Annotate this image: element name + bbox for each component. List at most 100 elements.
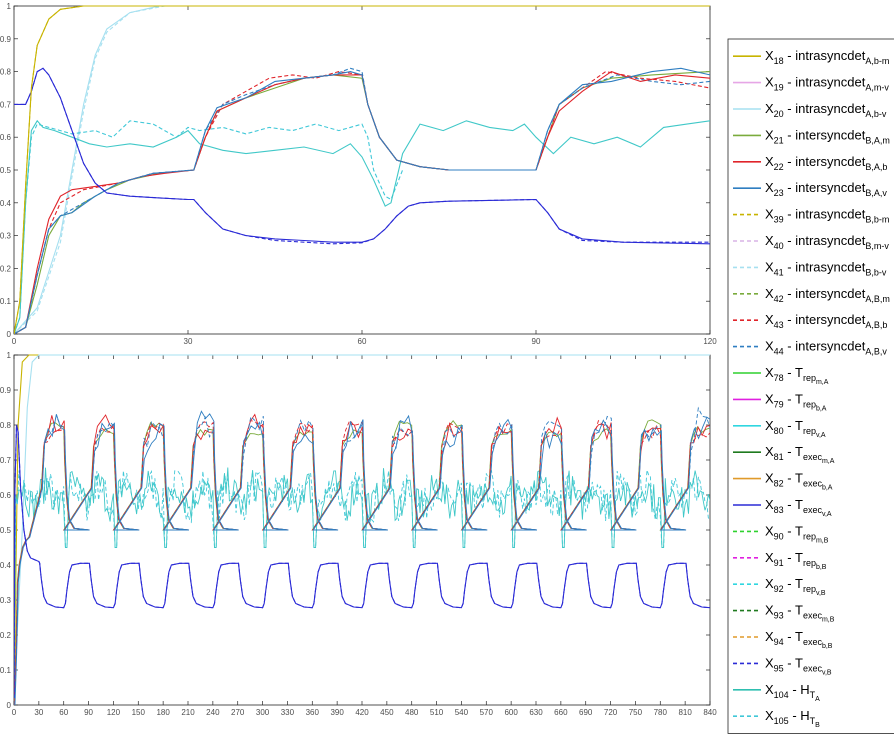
bottom-xtick-label: 420: [355, 708, 369, 717]
bottom-xtick-label: 690: [579, 708, 593, 717]
top-ytick-label: 0.6: [0, 133, 12, 142]
legend-entry-label: X80 - Trepv,A: [765, 418, 826, 439]
series-X23-line: [14, 67, 710, 334]
bottom-xtick-label: 600: [504, 708, 518, 717]
bottom-xtick-label: 60: [59, 708, 68, 717]
legend-entry-label: X41 - intrasyncdetB,b-v: [765, 259, 887, 277]
series-X83-bottom-line: [14, 424, 710, 699]
bottom-ytick-label: 0.5: [0, 526, 12, 535]
series-X104-bottom-line: [14, 467, 710, 705]
legend-entry-label: X22 - intersyncdetB,A,b: [765, 154, 887, 172]
bottom-xtick-label: 750: [629, 708, 643, 717]
legend-entry-label: X93 - Texecm,B: [765, 603, 835, 624]
bottom-xtick-label: 720: [604, 708, 618, 717]
top-ytick-label: 0.3: [0, 232, 12, 241]
bottom-xtick-label: 360: [306, 708, 320, 717]
legend-entry-label: X78 - Trepm,A: [765, 365, 829, 386]
bottom-xtick-label: 810: [678, 708, 692, 717]
top-ytick-label: 0.2: [0, 264, 12, 273]
bottom-ytick-label: 0.9: [0, 386, 12, 395]
legend-box: [727, 38, 894, 734]
bottom-xtick-label: 180: [156, 708, 170, 717]
bottom-ytick-label: 1: [7, 351, 12, 360]
top-xtick-label: 0: [12, 337, 17, 346]
series-X18-line: [14, 5, 710, 334]
legend-entry-label: X23 - intersyncdetB,A,v: [765, 180, 887, 198]
top-axes-box: [13, 5, 711, 335]
legend-entry-label: X91 - Trepb,B: [765, 550, 827, 571]
bottom-xtick-label: 90: [84, 708, 93, 717]
bottom-xtick-label: 330: [281, 708, 295, 717]
bottom-ytick-label: 0: [7, 701, 12, 710]
bottom-xtick-label: 450: [380, 708, 394, 717]
series-X23-bottom-line: [14, 410, 710, 705]
top-xtick-label: 120: [703, 337, 717, 346]
bottom-xtick-label: 540: [455, 708, 469, 717]
legend-entry-label: X39 - intrasyncdetB,b-m: [765, 207, 889, 225]
bottom-xtick-label: 780: [654, 708, 668, 717]
series-X105-bottom-line: [14, 469, 710, 705]
legend-entry-label: X40 - intrasyncdetB,m-v: [765, 233, 889, 251]
bottom-ytick-label: 0.6: [0, 491, 12, 500]
series-X83-line: [14, 67, 710, 245]
bottom-xtick-label: 150: [132, 708, 146, 717]
series-X44-bottom-line: [14, 406, 710, 705]
legend-entry-label: X94 - Texecb,B: [765, 629, 833, 650]
legend-entry-label: X79 - Trepb,A: [765, 391, 827, 412]
bottom-xtick-label: 210: [181, 708, 195, 717]
legend-entry-label: X81 - Texecm,A: [765, 444, 835, 465]
top-xtick-label: 90: [532, 337, 541, 346]
top-series: [14, 5, 710, 334]
top-ytick-label: 0.8: [0, 68, 12, 77]
bottom-xtick-label: 570: [480, 708, 494, 717]
legend-entry-label: X92 - Trepv,B: [765, 576, 826, 597]
bottom-xtick-label: 300: [256, 708, 270, 717]
legend-entry-label: X20 - intrasyncdetA,b-v: [765, 101, 887, 119]
top-ytick-label: 0.9: [0, 35, 12, 44]
legend: X18 - intrasyncdetA,b-m X19 - intrasyncde…: [727, 38, 894, 734]
legend-entry-label: X19 - intrasyncdetA,m-v: [765, 75, 889, 93]
top-ytick-label: 0.5: [0, 166, 12, 175]
bottom-ytick-label: 0.2: [0, 631, 12, 640]
bottom-xtick-label: 480: [405, 708, 419, 717]
legend-entry-label: X21 - intersyncdetB,A,m: [765, 127, 890, 145]
legend-entry-label: X95 - Texecv,B: [765, 655, 832, 676]
series-X104-line: [14, 119, 710, 334]
bottom-xtick-label: 840: [703, 708, 717, 717]
top-ytick-label: 0.1: [0, 297, 12, 306]
top-ytick-label: 0.4: [0, 199, 12, 208]
series-X20-line: [14, 5, 710, 334]
bottom-xtick-label: 390: [330, 708, 344, 717]
legend-entry-label: X90 - Trepm,B: [765, 523, 829, 544]
bottom-xtick-label: 120: [107, 708, 121, 717]
bottom-xtick-label: 510: [430, 708, 444, 717]
legend-entry-label: X44 - intersyncdetA,B,v: [765, 339, 887, 357]
legend-entry-label: X104 - HTA: [765, 682, 820, 703]
legend-entry-label: X43 - intersyncdetA,B,b: [765, 312, 887, 330]
top-ytick-label: 0.7: [0, 100, 12, 109]
legend-entry-label: X18 - intrasyncdetA,b-m: [765, 48, 889, 66]
bottom-xtick-label: 240: [206, 708, 220, 717]
legend-entry-label: X82 - Texecb,A: [765, 471, 833, 492]
bottom-ytick-label: 0.4: [0, 561, 12, 570]
top-xtick-label: 60: [358, 337, 367, 346]
legend-entry-label: X105 - HTB: [765, 708, 820, 729]
top-xtick-label: 30: [184, 337, 193, 346]
legend-entry-label: X42 - intersyncdetA,B,m: [765, 286, 890, 304]
legend-entry-label: X83 - Texecv,A: [765, 497, 832, 518]
bottom-ytick-label: 0.1: [0, 666, 12, 675]
top-plot: 0 30 60 90 120 0 0.1 0.2 0.3 0.4 0.5 0.6 0.7 0.8 0.9 1: [0, 2, 717, 346]
bottom-xtick-label: 660: [554, 708, 568, 717]
bottom-ytick-label: 0.8: [0, 421, 12, 430]
bottom-plot: 0 30 60 90 120 150 180 210 240 270 300 330 360 390 420…: [0, 351, 717, 717]
bottom-xtick-label: 270: [231, 708, 245, 717]
bottom-ytick-label: 0.3: [0, 596, 12, 605]
bottom-xtick-label: 0: [12, 708, 17, 717]
top-ytick-label: 1: [7, 2, 12, 11]
series-X41-line: [14, 5, 710, 334]
bottom-series: [14, 354, 710, 705]
bottom-xtick-label: 30: [34, 708, 43, 717]
bottom-xtick-label: 630: [529, 708, 543, 717]
top-ytick-label: 0: [7, 330, 12, 339]
